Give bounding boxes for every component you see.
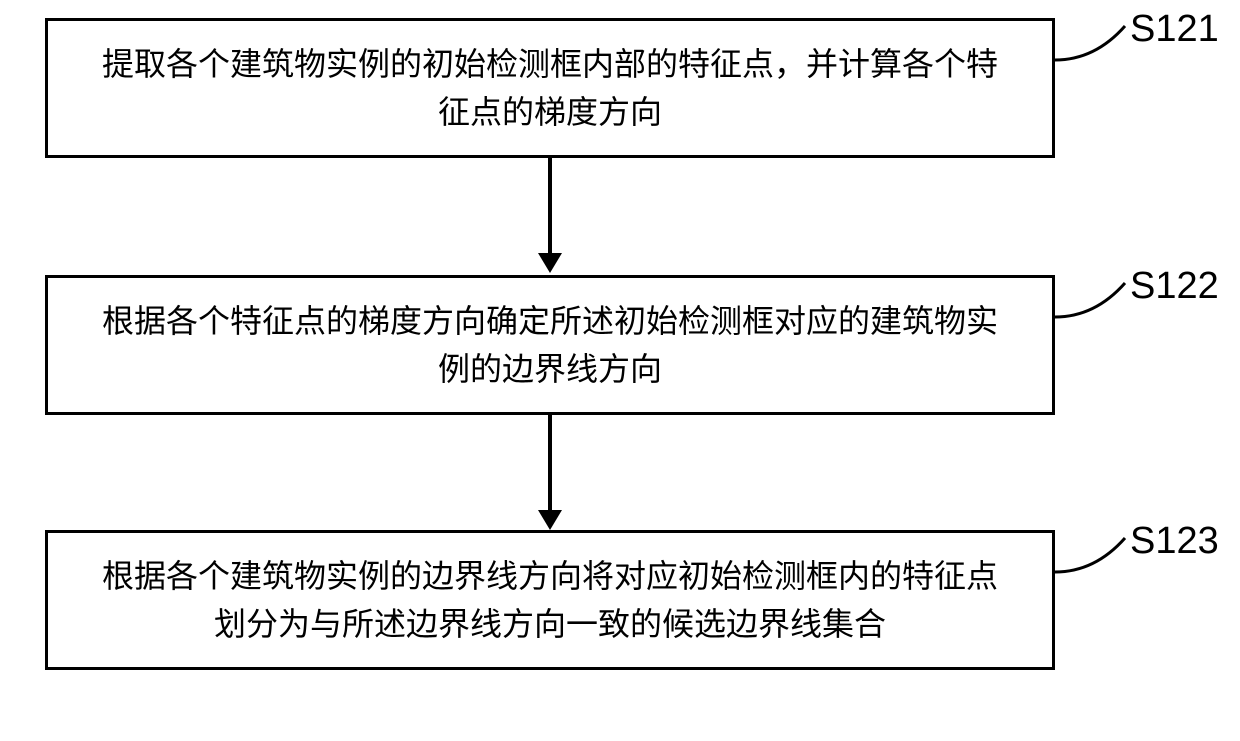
arrow-head-1 (538, 253, 562, 273)
step-box-s121: 提取各个建筑物实例的初始检测框内部的特征点，并计算各个特征点的梯度方向 (45, 18, 1055, 158)
step-label-s122: S122 (1130, 265, 1219, 308)
step-text: 根据各个建筑物实例的边界线方向将对应初始检测框内的特征点划分为与所述边界线方向一… (88, 552, 1012, 648)
arrow-line-1 (548, 158, 552, 253)
label-connector-s123 (1055, 530, 1135, 580)
arrow-head-2 (538, 510, 562, 530)
label-connector-s122 (1055, 275, 1135, 325)
step-text: 根据各个特征点的梯度方向确定所述初始检测框对应的建筑物实例的边界线方向 (88, 297, 1012, 393)
step-box-s122: 根据各个特征点的梯度方向确定所述初始检测框对应的建筑物实例的边界线方向 (45, 275, 1055, 415)
arrow-line-2 (548, 415, 552, 510)
step-label-s121: S121 (1130, 8, 1219, 51)
step-text: 提取各个建筑物实例的初始检测框内部的特征点，并计算各个特征点的梯度方向 (88, 40, 1012, 136)
flowchart-container: 提取各个建筑物实例的初始检测框内部的特征点，并计算各个特征点的梯度方向 S121… (0, 0, 1240, 741)
step-label-s123: S123 (1130, 520, 1219, 563)
label-connector-s121 (1055, 18, 1135, 68)
step-box-s123: 根据各个建筑物实例的边界线方向将对应初始检测框内的特征点划分为与所述边界线方向一… (45, 530, 1055, 670)
